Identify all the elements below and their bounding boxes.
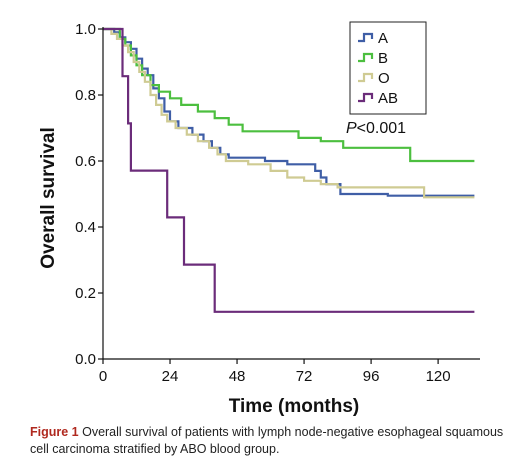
y-tick-label: 0.0: [75, 351, 96, 368]
legend-swatch-b: [358, 52, 374, 63]
x-tick-label: 48: [229, 368, 246, 385]
y-tick-label: 0.2: [75, 285, 96, 302]
y-tick-label: 0.6: [75, 153, 96, 170]
survival-chart: 0.0 0.2 0.4 0.6 0.8 1.0 0 24 48 72 96 120 P<0.001 AB…: [38, 21, 480, 417]
y-tick-label: 0.4: [75, 219, 96, 236]
legend-label-b: B: [378, 50, 388, 67]
figure-label: Figure 1: [30, 425, 79, 439]
x-tick-label: 72: [296, 368, 313, 385]
axes: 0.0 0.2 0.4 0.6 0.8 1.0 0 24 48 72 96 120 P<0.001: [75, 21, 480, 385]
x-tick-label: 0: [99, 368, 107, 385]
legend-swatch-o: [358, 72, 374, 83]
legend-box: [349, 21, 427, 115]
y-tick-label: 0.8: [75, 87, 96, 104]
figure-caption: Figure 1 Overall survival of patients wi…: [30, 424, 505, 458]
series-line-ab: [103, 27, 475, 313]
x-axis-title: Time (months): [229, 396, 360, 417]
plot-area: [103, 27, 475, 313]
legend-label-a: A: [378, 30, 388, 47]
y-axis-title: Overall survival: [38, 127, 59, 269]
legend-swatch-ab: [358, 92, 374, 103]
y-tick-label: 1.0: [75, 21, 96, 38]
p-value-annotation: P<0.001: [346, 120, 406, 137]
figure-caption-text: Overall survival of patients with lymph …: [30, 425, 504, 456]
x-tick-label: 96: [363, 368, 380, 385]
series-line-o: [103, 27, 475, 199]
legend-label-ab: AB: [378, 90, 398, 107]
legend-label-o: O: [378, 70, 390, 87]
x-tick-label: 24: [162, 368, 179, 385]
x-tick-label: 120: [426, 368, 451, 385]
series-line-b: [103, 27, 475, 163]
legend-swatch-a: [358, 32, 374, 43]
